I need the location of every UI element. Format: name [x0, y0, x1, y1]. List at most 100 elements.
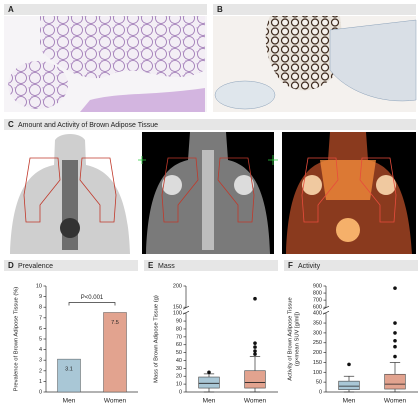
bar	[57, 358, 81, 393]
box	[198, 376, 220, 389]
y-tick-label: 200	[313, 350, 322, 356]
y-tick-label: 50	[176, 350, 182, 356]
panel-letter: D	[8, 261, 14, 270]
panel-letter: E	[148, 261, 154, 270]
y-tick-label: 5	[39, 336, 42, 342]
axis-break	[182, 305, 190, 315]
panel-letter: A	[8, 5, 14, 14]
panel-title: Amount and Activity of Brown Adipose Tis…	[18, 122, 158, 129]
y-tick-label: 70	[176, 334, 182, 340]
y-tick-label: 50	[316, 380, 322, 386]
roi-outline	[301, 157, 397, 223]
tissue	[329, 19, 417, 102]
tissue	[8, 61, 68, 109]
chart-title: Prevalence	[18, 263, 53, 270]
y-tick-label: 200	[173, 283, 182, 289]
outlier	[253, 296, 257, 301]
x-tick-label: Men	[343, 398, 356, 405]
crosshair	[138, 155, 278, 165]
outlier	[393, 354, 397, 359]
y-axis-label: Activity of Brown Adipose Tissue	[288, 297, 294, 380]
bone	[162, 175, 182, 195]
y-tick-label: 30	[176, 366, 182, 372]
organ	[60, 218, 80, 238]
panel-letter: C	[8, 120, 14, 129]
y-tick-label: 20	[176, 374, 182, 380]
bar-value-label: 3.1	[65, 367, 73, 373]
outlier	[347, 362, 351, 367]
y-axis-label: Mass of Brown Adipose Tissue (g)	[154, 295, 160, 383]
y-tick-label: 150	[173, 305, 182, 311]
uptake	[336, 218, 360, 242]
box	[244, 370, 266, 389]
charts: D Prevalence 0 1 2 3 4 5 6 7 8 9 10 Prevalence of Bro…	[4, 260, 418, 405]
y-tick-label: 0	[179, 389, 182, 395]
panel-header	[4, 4, 207, 15]
panel-c: C Amount and Activity of Brown Adipose T…	[4, 119, 416, 254]
y-tick-label: 7	[39, 315, 42, 321]
outlier	[393, 286, 397, 290]
y-tick-label: 10	[176, 382, 182, 388]
roi-outline	[161, 157, 255, 223]
y-tick-label: 1	[39, 379, 42, 385]
box	[338, 380, 360, 390]
y-tick-label: 150	[313, 360, 322, 366]
outlier	[253, 341, 257, 345]
outlier	[393, 321, 397, 325]
y-tick-label: 40	[176, 358, 182, 364]
outlier	[253, 349, 257, 353]
y-tick-label: 8	[39, 305, 42, 311]
y-tick-label: 0	[319, 389, 322, 395]
y-tick-label: 9	[39, 294, 42, 300]
y-tick-label: 10	[36, 283, 42, 289]
significance-bracket	[68, 302, 116, 306]
y-tick-label: 80	[176, 326, 182, 332]
y-tick-label: 2	[39, 368, 42, 374]
y-tick-label: 400	[313, 311, 322, 317]
y-tick-label: 6	[39, 326, 42, 332]
tissue	[80, 88, 205, 112]
tissue	[265, 16, 345, 91]
tissue	[40, 16, 205, 79]
y-axis-label: Prevalence of Brown Adipose Tissue (%)	[14, 287, 20, 392]
bone	[302, 175, 322, 195]
panel-letter: F	[288, 261, 293, 270]
outlier	[253, 345, 257, 349]
box	[384, 373, 406, 390]
panel-header	[213, 4, 416, 15]
y-tick-label: 0	[39, 389, 42, 395]
panel-letter: B	[217, 5, 223, 14]
outlier	[393, 344, 397, 349]
x-tick-label: Women	[244, 398, 267, 405]
outlier	[393, 331, 397, 335]
bar	[103, 312, 127, 393]
outlier	[207, 370, 211, 375]
panel-header	[4, 260, 138, 271]
y-tick-label: 60	[176, 342, 182, 348]
y-tick-label: 100	[173, 311, 182, 317]
y-tick-label: 250	[313, 340, 322, 346]
panel-header	[4, 119, 416, 130]
annotation: P<0.001	[81, 295, 104, 301]
outlier	[253, 352, 257, 356]
bone	[234, 175, 254, 195]
y-tick-label: 700	[313, 298, 322, 304]
x-tick-label: Men	[63, 398, 76, 405]
x-tick-label: Women	[384, 398, 407, 405]
x-tick-label: Men	[203, 398, 216, 405]
y-tick-label: 4	[39, 347, 42, 353]
roi-outline	[23, 157, 117, 223]
uptake	[320, 160, 376, 200]
y-axis-label: (g×mean SUV [g/ml])	[295, 312, 301, 366]
x-tick-label: Women	[104, 398, 127, 405]
y-tick-label: 100	[313, 370, 322, 376]
bone	[376, 175, 396, 195]
panel-header	[144, 260, 278, 271]
y-tick-label: 3	[39, 358, 42, 364]
chart-title: Activity	[298, 263, 321, 270]
y-tick-label: 300	[313, 330, 322, 336]
panel-a: A	[4, 4, 207, 112]
y-tick-label: 90	[176, 319, 182, 325]
panel-b: B	[213, 4, 417, 112]
